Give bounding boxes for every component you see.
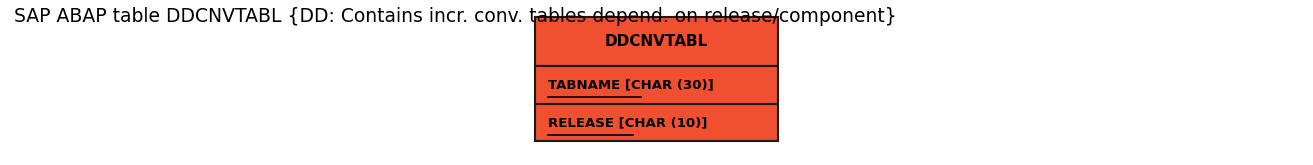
- Text: RELEASE [CHAR (10)]: RELEASE [CHAR (10)]: [549, 116, 708, 129]
- Text: RELEASE: RELEASE: [549, 116, 614, 129]
- Bar: [536, 66, 777, 104]
- Bar: [536, 17, 777, 66]
- Text: TABNAME [CHAR (30)]: TABNAME [CHAR (30)]: [549, 78, 714, 91]
- Text: SAP ABAP table DDCNVTABL {DD: Contains incr. conv. tables depend. on release/com: SAP ABAP table DDCNVTABL {DD: Contains i…: [14, 7, 897, 26]
- Text: TABNAME: TABNAME: [549, 78, 621, 91]
- Bar: [536, 104, 777, 141]
- Text: DDCNVTABL: DDCNVTABL: [605, 34, 708, 49]
